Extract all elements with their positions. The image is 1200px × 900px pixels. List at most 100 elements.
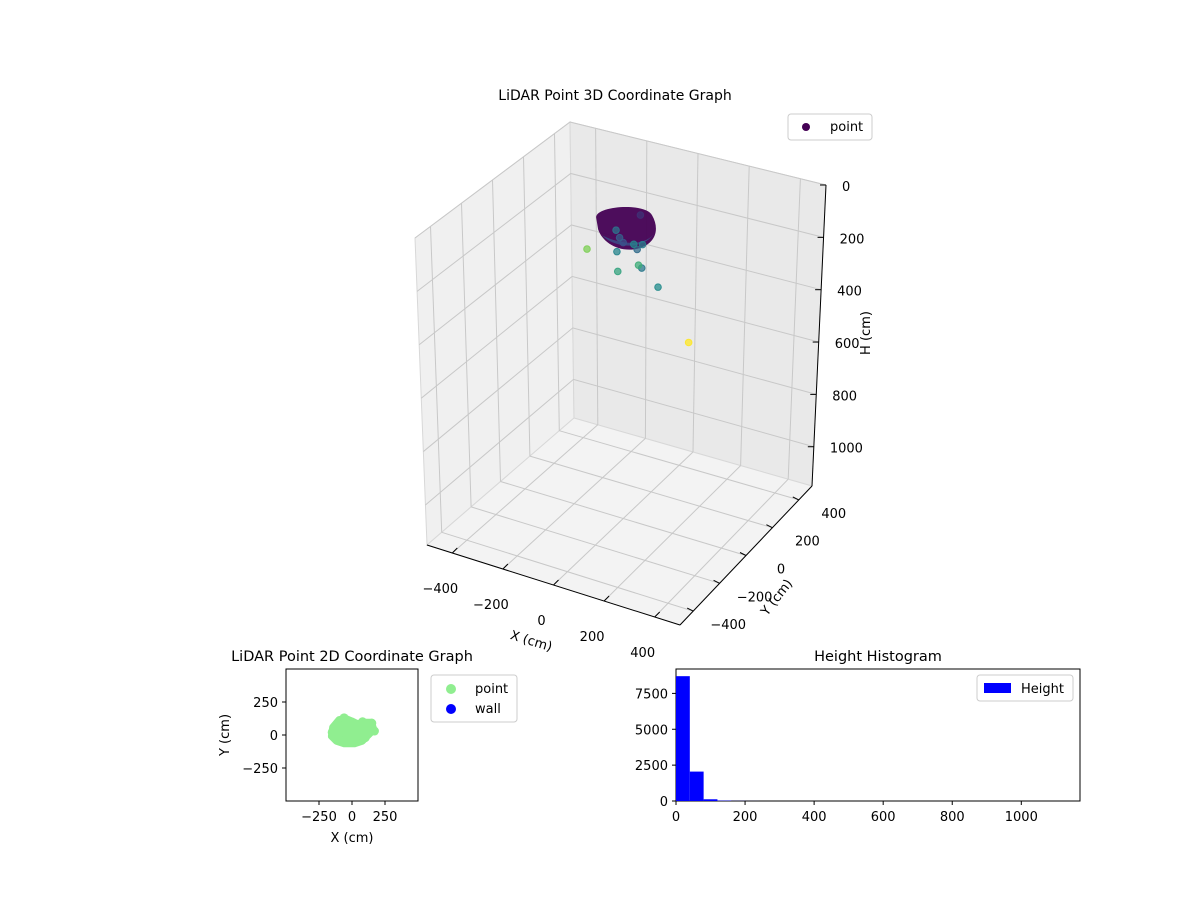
legend-hist-label: Height bbox=[1021, 682, 1064, 697]
data-point-3d bbox=[583, 245, 591, 253]
grid-line-y-floor bbox=[470, 506, 720, 584]
y-tick-label-hist: 0 bbox=[660, 795, 668, 810]
grid-line-x-wall bbox=[787, 178, 801, 480]
x-tick-label-hist: 200 bbox=[733, 810, 758, 825]
y-tick-label-3d: 200 bbox=[795, 535, 820, 550]
grid-line-x-wall bbox=[740, 166, 750, 466]
x-tick-label-2d: 250 bbox=[373, 810, 398, 825]
grid-line-z bbox=[414, 121, 827, 239]
x-tick-3d bbox=[553, 579, 559, 586]
points-3d bbox=[583, 211, 693, 347]
y-tick-3d bbox=[792, 496, 800, 501]
data-point-3d bbox=[634, 261, 643, 269]
data-point-3d bbox=[615, 233, 624, 242]
x-tick-label-hist: 600 bbox=[871, 810, 896, 825]
y-tick-label-hist: 5000 bbox=[635, 723, 668, 738]
grid-line-x-wall bbox=[692, 153, 699, 453]
chart-title-3d: LiDAR Point 3D Coordinate Graph bbox=[498, 88, 731, 104]
data-point-3d bbox=[629, 240, 638, 249]
legend-hist-box bbox=[976, 674, 1074, 702]
y-tick-3d bbox=[713, 579, 720, 584]
x-tick-label-hist: 0 bbox=[672, 810, 680, 825]
y-axis-label-2d: Y (cm) bbox=[218, 714, 233, 757]
ticks-3d: −400−2000200400−400−20002004000200400600… bbox=[422, 180, 864, 661]
ticks-2d: −250 0 250 −250 0 250 bbox=[242, 696, 397, 825]
legend-2d-label-wall: wall bbox=[475, 702, 501, 717]
data-point-3d bbox=[654, 283, 662, 291]
z-tick-label-3d: 400 bbox=[837, 285, 862, 300]
grid-line-y-floor bbox=[559, 430, 799, 501]
x-tick-label-3d: 200 bbox=[580, 630, 605, 645]
y-tick-label-3d: 400 bbox=[821, 507, 846, 522]
plot-2d: LiDAR Point 2D Coordinate Graph −250 0 250… bbox=[218, 649, 518, 846]
data-point-3d bbox=[636, 211, 645, 219]
z-tick-label-3d: 600 bbox=[835, 337, 860, 352]
data-point-2d bbox=[355, 721, 365, 731]
x-tick-label-hist: 400 bbox=[802, 810, 827, 825]
data-point-3d bbox=[612, 226, 620, 234]
x-tick-3d bbox=[603, 595, 610, 602]
data-point-2d bbox=[360, 733, 370, 743]
grid-line-z bbox=[420, 275, 819, 399]
x-tick-3d bbox=[654, 611, 661, 618]
z-tick-label-3d: 200 bbox=[840, 232, 865, 247]
y-tick-label-2d: 250 bbox=[253, 696, 278, 711]
x-tick-label-2d: 0 bbox=[348, 810, 356, 825]
grid-line-z bbox=[423, 327, 817, 452]
legend-3d-label: point bbox=[830, 120, 863, 135]
legend-3d: point bbox=[787, 113, 873, 141]
data-point-3d bbox=[613, 267, 622, 276]
y-tick-label-3d: 0 bbox=[777, 563, 785, 578]
z-tick-label-3d: 0 bbox=[842, 180, 850, 195]
histogram: Height Histogram 0 200 400 600 800 1000 0 2500 5… bbox=[635, 649, 1081, 825]
y-tick-3d bbox=[766, 524, 773, 529]
histogram-bar bbox=[703, 799, 718, 801]
x-tick-label-3d: −200 bbox=[473, 598, 509, 613]
legend-2d-marker-wall bbox=[446, 704, 456, 714]
z-axis-label-3d: H (cm) bbox=[859, 311, 874, 355]
x-tick-label-3d: 400 bbox=[630, 646, 655, 661]
grid-line-y-wall bbox=[430, 226, 443, 533]
histogram-bar bbox=[676, 676, 690, 801]
y-tick-label-2d: −250 bbox=[242, 762, 278, 777]
grid-line-y-floor bbox=[529, 455, 773, 529]
z-tick-label-3d: 800 bbox=[832, 389, 857, 404]
data-point-2d bbox=[350, 735, 360, 745]
grid-line-y-wall bbox=[461, 203, 472, 507]
data-point-2d bbox=[339, 713, 349, 723]
grid-3d bbox=[414, 121, 827, 618]
x-axis-label-2d: X (cm) bbox=[331, 831, 374, 846]
grid-line-y-floor bbox=[441, 531, 694, 612]
points-2d bbox=[327, 713, 379, 748]
grid-line-y-wall bbox=[492, 179, 501, 482]
histogram-bars bbox=[676, 676, 759, 801]
y-tick-label-hist: 2500 bbox=[635, 759, 668, 774]
z-axis-line bbox=[811, 184, 827, 487]
y-tick-label-hist: 7500 bbox=[635, 687, 668, 702]
y-tick-3d bbox=[739, 552, 747, 556]
plot-3d: LiDAR Point 3D Coordinate Graph −400 −200… bbox=[414, 88, 874, 661]
x-axis-label-3d: X (cm) bbox=[508, 628, 554, 655]
legend-hist: Height bbox=[976, 674, 1074, 702]
grid-line-y-wall bbox=[523, 156, 531, 457]
x-tick-label-hist: 800 bbox=[940, 810, 965, 825]
grid-line-z bbox=[416, 172, 824, 292]
data-point-3d bbox=[613, 247, 621, 256]
x-tick-label-3d: −400 bbox=[422, 582, 458, 597]
data-point-3d bbox=[633, 245, 641, 254]
chart-title-hist: Height Histogram bbox=[814, 649, 942, 665]
ticks-hist: 0 200 400 600 800 1000 0 2500 5000 7500 bbox=[635, 687, 1038, 825]
data-point-3d bbox=[638, 240, 647, 249]
x-tick-label-2d: −250 bbox=[301, 810, 337, 825]
data-point-3d bbox=[684, 338, 693, 347]
data-point-2d bbox=[342, 722, 352, 732]
grid-line-y-wall bbox=[554, 133, 560, 431]
chart-title-2d: LiDAR Point 2D Coordinate Graph bbox=[231, 649, 473, 665]
x-tick-label-hist: 1000 bbox=[1005, 810, 1038, 825]
y-tick-label-3d: −200 bbox=[737, 590, 773, 605]
y-tick-3d bbox=[686, 607, 694, 612]
x-tick-label-3d: 0 bbox=[537, 614, 545, 629]
x-tick-3d bbox=[502, 563, 509, 570]
legend-2d-marker-point bbox=[446, 684, 456, 694]
